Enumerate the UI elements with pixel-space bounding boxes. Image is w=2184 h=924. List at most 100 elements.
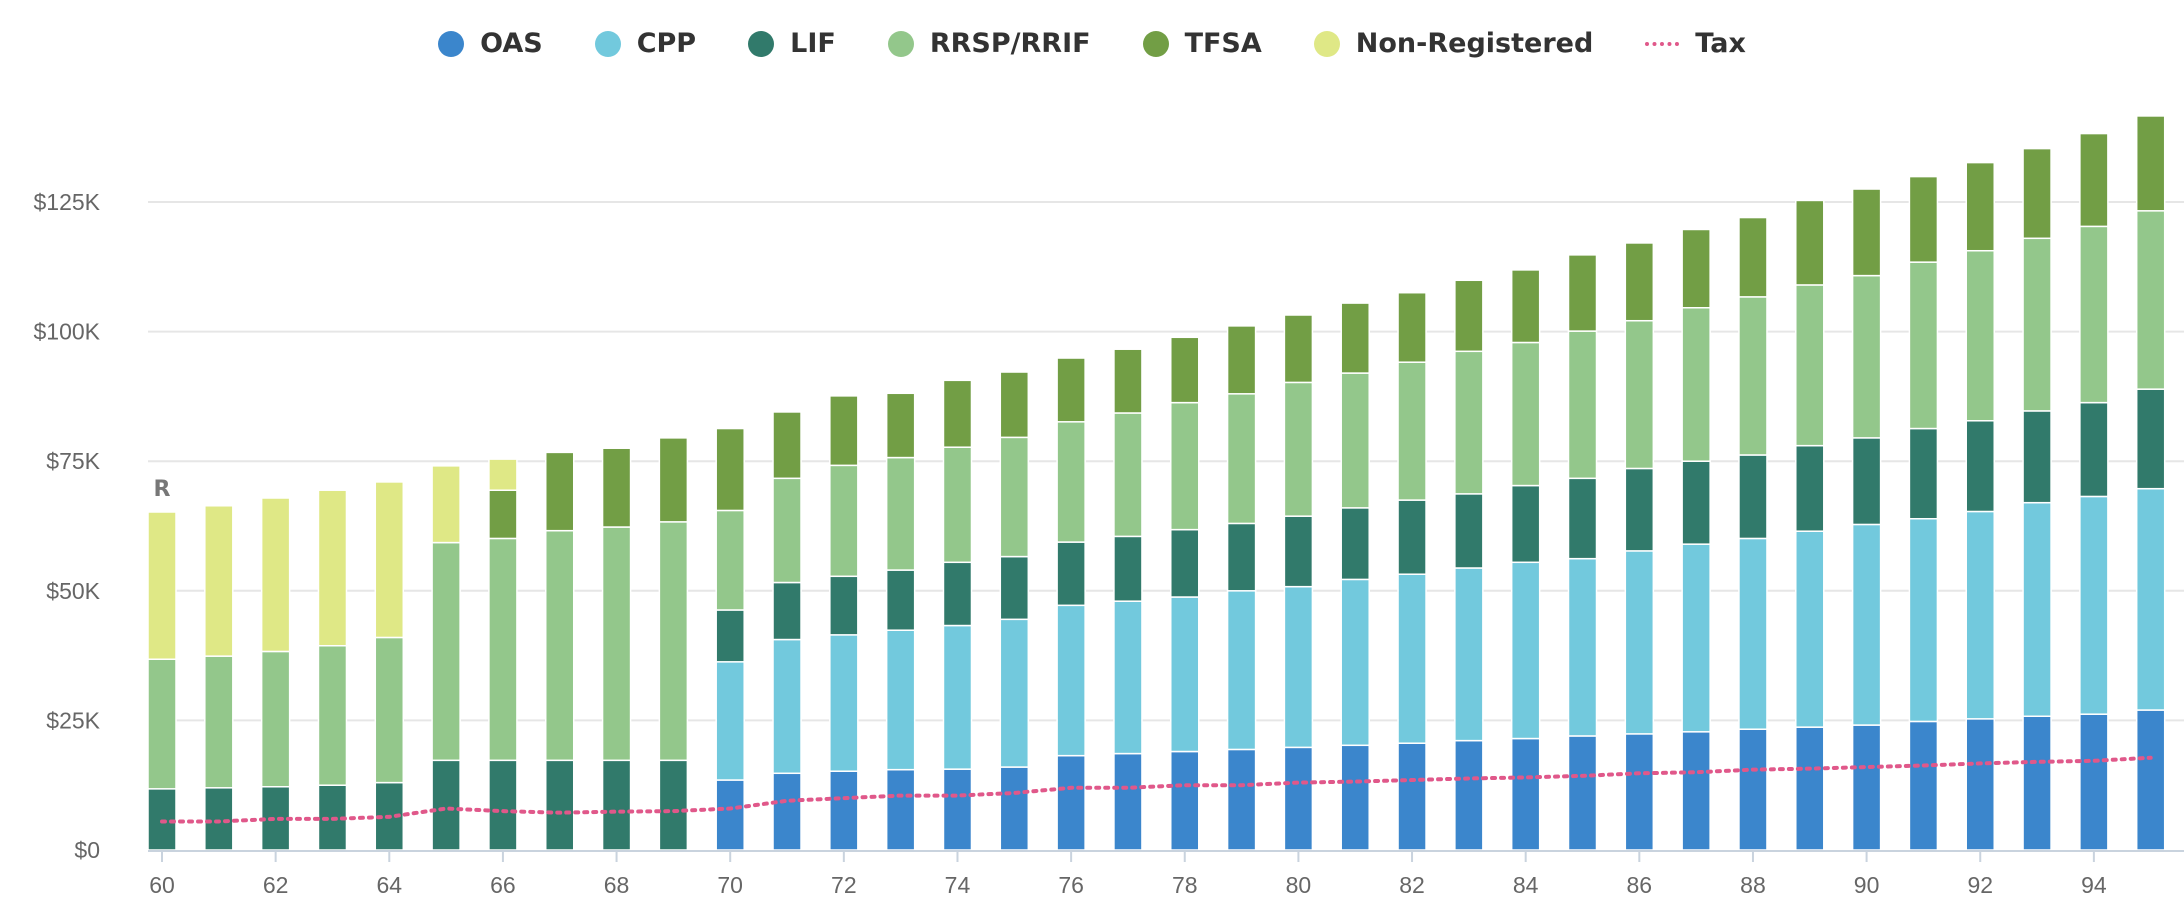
bar-segment-lif-72[interactable] [829,575,859,636]
bar-segment-non-registered-64[interactable] [374,481,405,639]
bar-segment-tfsa-87[interactable] [1681,228,1711,309]
bar-segment-lif-76[interactable] [1056,541,1086,607]
bar-segment-rrsp-rrif-85[interactable] [1567,330,1598,480]
bar-segment-rrsp-rrif-66[interactable] [488,537,518,762]
bar-segment-rrsp-rrif-81[interactable] [1340,372,1370,509]
bar-segment-lif-79[interactable] [1226,522,1257,592]
bar-segment-tfsa-89[interactable] [1795,199,1825,286]
bar-segment-oas-92[interactable] [1965,718,1995,851]
bar-segment-tfsa-76[interactable] [1056,357,1086,423]
bar-segment-tfsa-66[interactable] [488,489,518,540]
bar-segment-cpp-76[interactable] [1056,604,1086,757]
bar-segment-tfsa-92[interactable] [1965,161,1995,252]
bar-segment-lif-84[interactable] [1510,484,1541,564]
bar-segment-rrsp-rrif-72[interactable] [829,464,859,578]
bar-segment-rrsp-rrif-63[interactable] [317,645,348,786]
bar-segment-rrsp-rrif-68[interactable] [601,526,632,762]
bar-segment-tfsa-71[interactable] [772,411,802,480]
bar-segment-lif-95[interactable] [2135,388,2166,490]
legend-item-rrsp-rrif[interactable]: RRSP/RRIF [887,28,1091,59]
bar-segment-oas-76[interactable] [1056,754,1086,851]
bar-segment-non-registered-60[interactable] [147,511,177,660]
bar-segment-oas-79[interactable] [1226,748,1257,851]
bar-segment-oas-80[interactable] [1283,746,1314,851]
bar-segment-cpp-92[interactable] [1965,510,1995,720]
bar-segment-tfsa-74[interactable] [942,379,973,448]
bar-segment-tfsa-84[interactable] [1510,269,1541,344]
bar-segment-lif-69[interactable] [658,759,689,851]
bar-segment-oas-84[interactable] [1510,737,1541,851]
bar-segment-cpp-83[interactable] [1454,567,1484,742]
bar-segment-tfsa-68[interactable] [601,447,632,528]
bar-segment-lif-88[interactable] [1738,454,1768,540]
bar-segment-rrsp-rrif-60[interactable] [147,658,177,790]
bar-segment-rrsp-rrif-95[interactable] [2135,210,2166,390]
bar-segment-cpp-90[interactable] [1851,523,1882,726]
bar-segment-non-registered-65[interactable] [431,465,461,544]
legend-item-tfsa[interactable]: TFSA [1142,28,1262,59]
bar-segment-rrsp-rrif-61[interactable] [204,655,234,789]
bar-segment-rrsp-rrif-67[interactable] [544,529,575,762]
bar-segment-cpp-93[interactable] [2022,501,2052,718]
bar-segment-cpp-87[interactable] [1681,543,1711,733]
bar-segment-lif-91[interactable] [1908,427,1939,520]
bar-segment-tfsa-91[interactable] [1908,175,1939,263]
bar-segment-oas-70[interactable] [715,779,745,851]
bar-segment-lif-82[interactable] [1397,499,1427,575]
bar-segment-tfsa-90[interactable] [1851,188,1882,277]
legend-item-oas[interactable]: OAS [438,28,543,59]
bar-segment-lif-75[interactable] [999,555,1030,621]
legend-item-cpp[interactable]: CPP [594,28,696,59]
bar-segment-lif-67[interactable] [544,759,575,851]
bar-segment-cpp-75[interactable] [999,618,1030,768]
bar-segment-lif-87[interactable] [1681,460,1711,545]
bar-segment-rrsp-rrif-86[interactable] [1624,319,1655,470]
bar-segment-tfsa-81[interactable] [1340,302,1370,374]
bar-segment-rrsp-rrif-76[interactable] [1056,421,1086,543]
bar-segment-lif-60[interactable] [147,788,177,851]
bar-segment-cpp-84[interactable] [1510,561,1541,740]
bar-segment-tfsa-83[interactable] [1454,279,1484,353]
bar-segment-rrsp-rrif-88[interactable] [1738,296,1768,456]
bar-segment-rrsp-rrif-91[interactable] [1908,261,1939,430]
bar-segment-lif-94[interactable] [2079,401,2109,498]
bar-segment-rrsp-rrif-78[interactable] [1170,401,1200,531]
bar-segment-rrsp-rrif-70[interactable] [715,509,745,611]
bar-segment-lif-93[interactable] [2022,410,2052,504]
bar-segment-rrsp-rrif-94[interactable] [2079,225,2109,404]
bar-segment-tfsa-95[interactable] [2135,115,2166,212]
bar-segment-tfsa-75[interactable] [999,371,1030,439]
bar-segment-rrsp-rrif-83[interactable] [1454,350,1484,495]
bar-segment-rrsp-rrif-71[interactable] [772,477,802,584]
bar-segment-oas-95[interactable] [2135,709,2166,851]
bar-segment-oas-72[interactable] [829,770,859,851]
bar-segment-rrsp-rrif-87[interactable] [1681,307,1711,462]
bar-segment-oas-78[interactable] [1170,750,1200,851]
bar-segment-oas-83[interactable] [1454,739,1484,851]
bar-segment-oas-94[interactable] [2079,713,2109,851]
bar-segment-oas-81[interactable] [1340,744,1370,851]
bar-segment-non-registered-62[interactable] [260,497,291,653]
bar-segment-oas-89[interactable] [1795,726,1825,851]
bar-segment-rrsp-rrif-62[interactable] [260,650,291,788]
bar-segment-cpp-94[interactable] [2079,495,2109,715]
bar-segment-lif-61[interactable] [204,787,234,851]
bar-segment-oas-91[interactable] [1908,720,1939,851]
bar-segment-lif-65[interactable] [431,759,461,851]
bar-segment-cpp-80[interactable] [1283,585,1314,749]
bar-segment-tfsa-93[interactable] [2022,147,2052,240]
bar-segment-oas-87[interactable] [1681,731,1711,851]
bar-segment-non-registered-63[interactable] [317,489,348,647]
bar-segment-oas-88[interactable] [1738,728,1768,851]
bar-segment-rrsp-rrif-80[interactable] [1283,381,1314,517]
bar-segment-rrsp-rrif-64[interactable] [374,636,405,784]
bar-segment-lif-68[interactable] [601,759,632,851]
bar-segment-tfsa-88[interactable] [1738,216,1768,298]
bar-segment-rrsp-rrif-92[interactable] [1965,249,1995,422]
bar-segment-oas-85[interactable] [1567,735,1598,851]
bar-segment-lif-62[interactable] [260,786,291,851]
bar-segment-lif-85[interactable] [1567,477,1598,560]
bar-segment-lif-89[interactable] [1795,444,1825,532]
bar-segment-cpp-81[interactable] [1340,578,1370,747]
bar-segment-rrsp-rrif-75[interactable] [999,436,1030,558]
